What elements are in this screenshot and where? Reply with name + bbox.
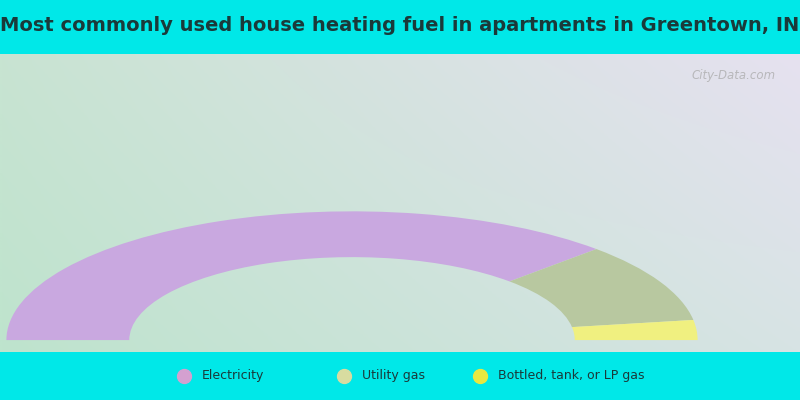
Text: Bottled, tank, or LP gas: Bottled, tank, or LP gas — [498, 370, 644, 382]
Wedge shape — [572, 320, 698, 340]
Text: Most commonly used house heating fuel in apartments in Greentown, IN: Most commonly used house heating fuel in… — [0, 16, 800, 36]
Text: Electricity: Electricity — [202, 370, 264, 382]
Text: City-Data.com: City-Data.com — [692, 69, 776, 82]
Wedge shape — [510, 249, 694, 327]
Text: Utility gas: Utility gas — [362, 370, 425, 382]
Wedge shape — [6, 211, 596, 340]
